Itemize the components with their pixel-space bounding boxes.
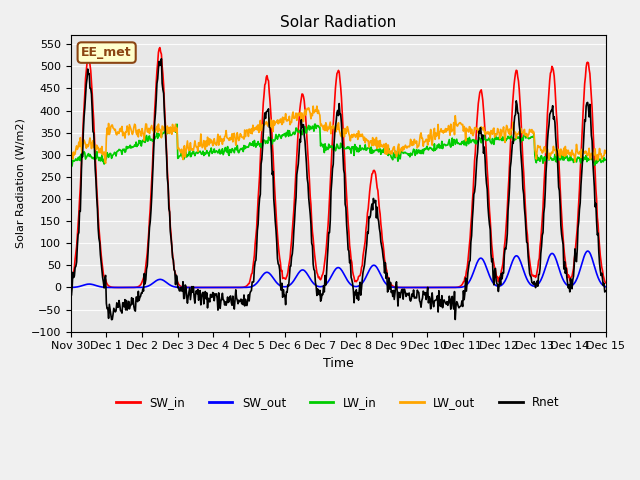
Title: Solar Radiation: Solar Radiation <box>280 15 396 30</box>
Legend: SW_in, SW_out, LW_in, LW_out, Rnet: SW_in, SW_out, LW_in, LW_out, Rnet <box>112 391 564 413</box>
X-axis label: Time: Time <box>323 357 353 370</box>
Text: EE_met: EE_met <box>81 46 132 59</box>
Y-axis label: Solar Radiation (W/m2): Solar Radiation (W/m2) <box>15 119 25 249</box>
